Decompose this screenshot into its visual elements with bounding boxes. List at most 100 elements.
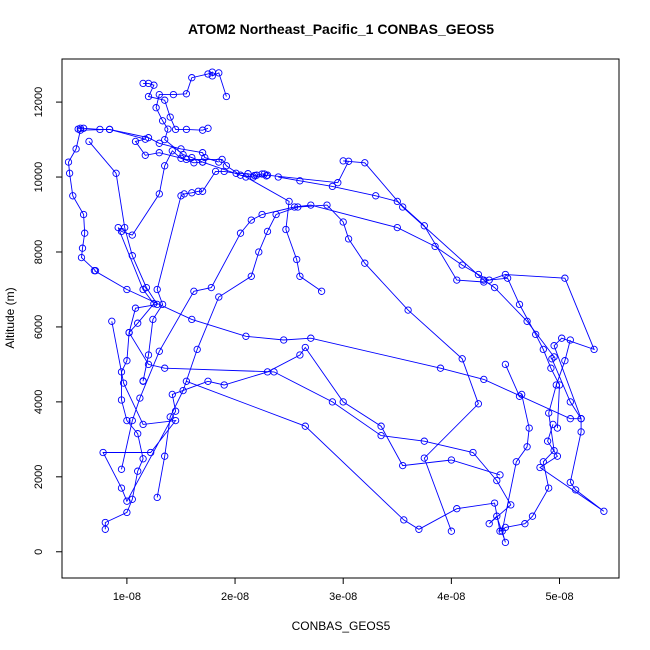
data-point <box>236 171 245 179</box>
series-line-8 <box>121 204 560 470</box>
data-point <box>155 139 163 147</box>
data-point <box>493 476 501 485</box>
data-point <box>161 135 169 144</box>
data-point <box>139 79 147 88</box>
data-point <box>153 285 161 294</box>
data-point <box>236 229 245 237</box>
data-point <box>496 527 504 535</box>
data-point <box>198 187 207 195</box>
x-tick-label: 1e-08 <box>113 591 141 603</box>
data-point <box>188 315 196 324</box>
data-point <box>188 153 196 162</box>
data-point <box>123 416 131 425</box>
data-point <box>149 315 157 324</box>
data-point <box>498 527 506 535</box>
data-point <box>334 179 342 187</box>
data-point <box>168 390 176 399</box>
data-point <box>399 203 407 211</box>
data-point <box>153 493 161 502</box>
data-point <box>436 364 445 372</box>
y-tick-label: 6000 <box>33 315 45 339</box>
data-point <box>399 461 407 470</box>
data-point <box>285 197 293 206</box>
data-point <box>566 415 574 423</box>
data-point <box>307 334 315 342</box>
data-point <box>155 190 163 198</box>
y-axis: 0 2000 4000 6000 8000 10000 12000 <box>33 87 62 555</box>
data-point <box>415 525 423 533</box>
data-point <box>515 392 524 400</box>
data-point <box>420 437 428 445</box>
data-point <box>123 285 131 294</box>
data-point <box>193 345 201 354</box>
data-point <box>377 422 385 430</box>
data-point <box>182 90 191 98</box>
data-point <box>117 484 126 492</box>
data-point <box>76 124 85 132</box>
data-point <box>220 381 228 389</box>
data-point <box>420 454 428 462</box>
chart-title: ATOM2 Northeast_Pacific_1 CONBAS_GEOS5 <box>188 21 494 37</box>
x-tick-label: 5e-08 <box>545 591 573 603</box>
data-point <box>474 270 483 279</box>
y-tick-label: 12000 <box>33 87 45 118</box>
data-point <box>590 345 598 354</box>
data-point <box>301 343 309 352</box>
data-point <box>474 400 483 408</box>
data-point <box>201 153 209 162</box>
data-point <box>77 253 86 262</box>
series-line-6 <box>102 321 501 503</box>
data-point <box>553 424 562 432</box>
data-point <box>550 353 558 361</box>
series-layer <box>64 68 608 547</box>
y-tick-label: 10000 <box>33 162 45 193</box>
data-point <box>220 167 228 176</box>
data-point <box>142 283 151 292</box>
data-point <box>190 159 198 167</box>
series-line-10 <box>94 176 595 420</box>
data-point <box>372 192 380 200</box>
data-point <box>222 92 231 101</box>
data-point <box>168 147 176 155</box>
data-point <box>166 113 174 121</box>
data-point <box>361 259 369 267</box>
data-point <box>490 499 499 507</box>
data-point <box>123 357 131 365</box>
data-point <box>79 124 88 132</box>
data-point <box>139 455 147 463</box>
data-point <box>144 134 153 142</box>
data-point <box>539 345 547 354</box>
data-point <box>453 505 461 513</box>
data-point <box>549 420 557 429</box>
data-point <box>485 276 493 284</box>
data-point <box>458 355 466 363</box>
x-axis: 1e-08 2e-08 3e-08 4e-08 5e-08 <box>113 578 574 603</box>
x-tick-label: 4e-08 <box>437 591 465 603</box>
data-point <box>171 125 180 134</box>
data-point <box>485 520 493 528</box>
data-point <box>400 516 408 524</box>
data-point <box>296 177 304 185</box>
data-point <box>215 158 223 166</box>
data-point <box>521 520 529 528</box>
data-point <box>258 170 266 178</box>
data-point <box>296 272 304 280</box>
data-point <box>119 379 128 387</box>
data-point <box>155 347 163 355</box>
data-point <box>260 170 268 178</box>
data-point <box>180 190 188 198</box>
data-point <box>247 272 255 280</box>
data-point <box>81 229 89 237</box>
data-point <box>72 145 80 153</box>
data-point <box>144 92 153 101</box>
data-point <box>558 334 566 342</box>
data-point <box>99 448 107 457</box>
data-point <box>85 137 93 146</box>
y-tick-label: 0 <box>33 549 45 555</box>
data-point <box>150 81 158 89</box>
data-point <box>317 287 326 295</box>
data-point <box>161 96 169 104</box>
data-point <box>161 162 169 170</box>
data-point <box>501 270 510 279</box>
data-point <box>101 518 109 527</box>
